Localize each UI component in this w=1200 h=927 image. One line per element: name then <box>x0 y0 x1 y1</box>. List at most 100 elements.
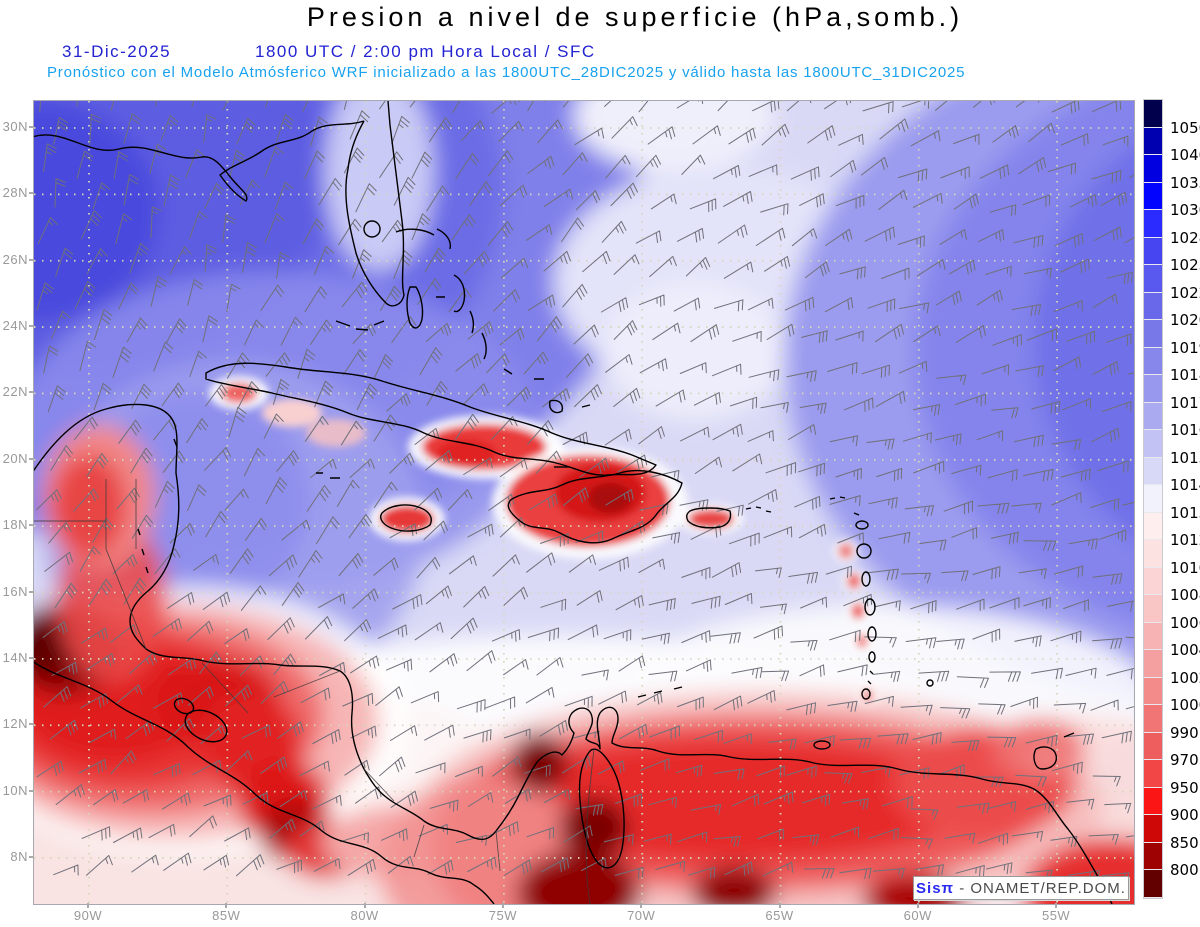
colorbar-cell <box>1144 182 1162 210</box>
colorbar-label: 1008 <box>1170 586 1200 604</box>
colorbar-cell <box>1144 292 1162 320</box>
colorbar-cell <box>1144 842 1162 870</box>
colorbar-label: 1010 <box>1170 558 1200 577</box>
lat-label: 26N <box>2 251 28 267</box>
colorbar-label: 1035 <box>1170 173 1200 192</box>
weather-map <box>33 100 1135 905</box>
colorbar-cell <box>1144 595 1162 623</box>
lat-label: 20N <box>2 450 28 466</box>
model-info-line: Pronóstico con el Modelo Atmósferico WRF… <box>47 64 966 81</box>
lat-label: 8N <box>10 848 28 864</box>
colorbar-label: 1013 <box>1170 503 1200 522</box>
island-lows <box>209 376 879 706</box>
lat-label: 30N <box>2 119 28 134</box>
colorbar-cell <box>1144 622 1162 650</box>
forecast-time: 1800 UTC / 2:00 pm Hora Local / SFC <box>255 42 596 61</box>
colorbar-label: 900 <box>1170 806 1199 824</box>
colorbar-cell <box>1144 705 1162 733</box>
colorbar-label: 800 <box>1170 861 1199 879</box>
colorbar-cell <box>1144 375 1162 403</box>
colorbar-cell <box>1144 402 1162 430</box>
colorbar-label: 1006 <box>1170 613 1200 632</box>
lon-label: 70W <box>627 908 656 923</box>
lat-tick <box>29 789 34 792</box>
colorbar-cell <box>1144 457 1162 485</box>
colorbar-label: 850 <box>1170 833 1199 852</box>
watermark-box: Sisπ - ONAMET/REP.DOM. <box>913 876 1129 900</box>
colorbar-label: 1017 <box>1170 393 1200 412</box>
colorbar-label: 1019 <box>1170 338 1200 357</box>
lat-label: 14N <box>2 649 28 665</box>
colorbar-cell <box>1144 347 1162 375</box>
wind-barbs <box>36 101 1134 883</box>
lon-tick <box>363 903 366 908</box>
lon-label: 90W <box>73 908 103 923</box>
lon-label: 85W <box>212 908 241 923</box>
colorbar-cell <box>1144 430 1162 458</box>
colorbar-label: 1020 <box>1170 311 1200 329</box>
lon-label: 55W <box>1041 908 1071 923</box>
colorbar-cell <box>1144 650 1162 678</box>
colorbar-cell <box>1144 237 1162 265</box>
page-title: Presion a nivel de superficie (hPa,somb.… <box>306 2 964 32</box>
lon-tick <box>640 903 643 908</box>
colorbar-cell <box>1144 127 1162 155</box>
header-datetime-row: 31-Dic-2025 1800 UTC / 2:00 pm Hora Loca… <box>0 42 1200 62</box>
coastlines <box>34 101 1113 904</box>
lon-tick <box>501 903 504 908</box>
lon-label: 75W <box>488 908 517 923</box>
pressure-field-svg <box>34 101 1134 904</box>
colorbar-label: 1012 <box>1170 531 1200 549</box>
lat-tick <box>29 656 34 659</box>
lat-tick <box>29 258 34 261</box>
colorbar-label: 1050 <box>1170 118 1200 137</box>
watermark-brand: Sisπ <box>916 879 955 897</box>
colorbar-cell <box>1144 210 1162 238</box>
lon-tick <box>225 903 228 908</box>
colorbar-label: 1025 <box>1170 256 1200 274</box>
lon-label: 65W <box>765 908 794 923</box>
colorbar-label: 1015 <box>1170 448 1200 467</box>
lat-label: 22N <box>2 384 28 400</box>
colorbar-label: 1016 <box>1170 421 1200 439</box>
lon-tick <box>1055 903 1058 908</box>
colorbar-label: 1040 <box>1170 146 1200 164</box>
political-borders <box>34 479 595 904</box>
colorbar-cell <box>1144 732 1162 760</box>
lat-label: 28N <box>2 185 28 201</box>
colorbar-cell <box>1144 760 1162 788</box>
colorbar-label: 1002 <box>1170 668 1200 687</box>
colorbar-cell <box>1144 100 1162 128</box>
colorbar-label: 1028 <box>1170 228 1200 247</box>
colorbar-label: 990 <box>1170 723 1199 742</box>
colorbar-label: 1018 <box>1170 366 1200 384</box>
colorbar-cell <box>1144 265 1162 293</box>
lat-label: 16N <box>2 583 28 599</box>
colorbar-label: 1022 <box>1170 283 1200 302</box>
lat-label: 24N <box>2 318 28 334</box>
lat-tick <box>29 325 34 328</box>
lat-tick <box>29 391 34 394</box>
colorbar-cell <box>1144 512 1162 540</box>
colorbar-label: 1030 <box>1170 201 1200 219</box>
colorbar-label: 1004 <box>1170 641 1200 659</box>
lat-tick <box>29 855 34 858</box>
lat-tick <box>29 590 34 593</box>
colorbar: 1050 1040 1035 1030 1028 1025 1022 1020 1019 1018… <box>1143 99 1200 900</box>
lat-label: 18N <box>2 517 28 533</box>
lon-tick <box>916 903 919 908</box>
colorbar-label: 1014 <box>1170 476 1200 494</box>
watermark-text: - ONAMET/REP.DOM. <box>954 879 1126 897</box>
colorbar-label: 970 <box>1170 751 1199 769</box>
colorbar-cell <box>1144 155 1162 183</box>
forecast-date: 31-Dic-2025 <box>62 42 172 61</box>
colorbar-label: 950 <box>1170 778 1199 797</box>
lat-label: 12N <box>2 716 28 732</box>
colorbar-cell <box>1144 815 1162 843</box>
lon-tick <box>778 903 781 908</box>
colorbar-label: 1000 <box>1170 696 1200 714</box>
colorbar-cell <box>1144 677 1162 705</box>
colorbar-cell <box>1144 787 1162 815</box>
colorbar-cell <box>1144 485 1162 513</box>
colorbar-cell <box>1144 540 1162 568</box>
